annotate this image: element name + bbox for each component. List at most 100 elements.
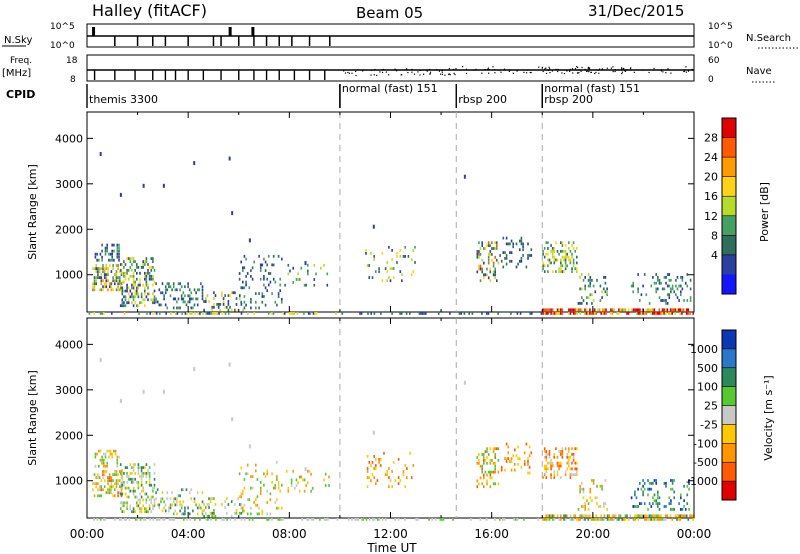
nave-dot [453,72,455,74]
scatter-cell [581,505,583,508]
scatter-cell [145,501,148,505]
scatter-cell [213,509,215,512]
scatter-cell [478,459,480,462]
scatter-cell [658,281,661,285]
scatter-cell [510,460,513,463]
scatter-cell [487,453,490,456]
scatter-cell [101,461,103,465]
scatter-cell [203,509,205,512]
scatter-cell [242,269,244,272]
scatter-cell [184,506,186,510]
scatter-cell [576,308,578,312]
scatter-cell [404,245,406,249]
scatter-cell [98,276,101,279]
scatter-cell [131,472,133,475]
scatter-cell [522,245,524,249]
scatter-cell [152,504,154,508]
scatter-cell [564,470,567,474]
scatter-cell [210,312,212,315]
scatter-cell [144,274,146,278]
scatter-cell [674,312,677,315]
scatter-cell [514,463,516,466]
scatter-cell [95,270,97,273]
nsky-spike [251,27,255,36]
scatter-cell [642,493,644,497]
scatter-cell [115,482,118,485]
scatter-cell [180,503,183,507]
scatter-cell [589,308,591,312]
scatter-cell [587,514,590,518]
scatter-cell [574,447,576,451]
scatter-cell [351,518,353,521]
scatter-cell [468,312,470,315]
scatter-cell [240,286,242,290]
scatter-cell [601,487,603,491]
scatter-cell [153,483,156,487]
scatter-cell [566,455,568,459]
scatter-cell [134,295,136,299]
scatter-cell [525,442,528,446]
scatter-cell [242,280,244,284]
colorbar-segment [722,118,736,139]
scatter-cell [126,269,128,272]
scatter-cell [198,288,201,292]
scatter-cell [158,503,161,507]
scatter-cell [589,490,592,494]
isolated-echo [372,224,375,229]
scatter-cell [610,308,612,312]
scatter-cell [600,518,602,521]
scatter-cell [118,455,120,459]
scatter-cell [182,297,185,301]
scatter-cell [112,276,114,279]
scatter-cell [112,485,114,489]
scatter-cell [144,292,146,296]
scatter-cell [114,488,116,492]
scatter-cell [661,518,664,521]
scatter-cell [117,276,119,279]
scatter-cell [668,284,671,288]
scatter-cell [191,312,193,315]
scatter-cell [137,295,140,299]
scatter-cell [145,271,148,275]
scatter-cell [187,294,189,298]
scatter-cell [253,260,255,264]
scatter-cell [581,482,583,485]
scatter-cell [258,254,260,258]
scatter-cell [203,308,205,312]
scatter-cell [153,298,156,302]
scatter-cell [564,255,567,259]
scatter-cell [486,273,488,277]
scatter-cell [483,453,485,456]
scatter-cell [107,491,109,495]
scatter-cell [303,489,306,493]
scatter-cell [172,500,175,504]
scatter-cell [547,453,549,456]
scatter-cell [491,459,493,462]
scatter-cell [584,312,586,315]
scatter-cell [572,514,575,518]
scatter-cell [227,300,230,303]
scatter-cell [198,503,201,507]
scatter-cell [235,297,238,300]
scatter-cell [574,312,577,315]
scatter-cell [386,473,388,476]
scatter-cell [558,270,560,273]
scatter-cell [478,453,480,456]
scatter-cell [586,499,588,503]
scatter-cell [213,514,215,518]
date-title: 31/Dec/2015 [588,2,684,20]
scatter-cell [201,288,204,292]
scatter-cell [255,463,257,467]
scatter-cell [102,264,104,267]
scatter-cell [152,495,154,499]
scatter-cell [180,294,183,298]
nave-dot [440,73,442,75]
scatter-cell [142,298,144,302]
scatter-cell [550,473,552,477]
scatter-cell [297,481,299,485]
scatter-cell [652,518,654,521]
scatter-cell [123,480,125,484]
scatter-cell [103,267,106,270]
scatter-cell [581,287,583,291]
scatter-cell [675,284,677,288]
